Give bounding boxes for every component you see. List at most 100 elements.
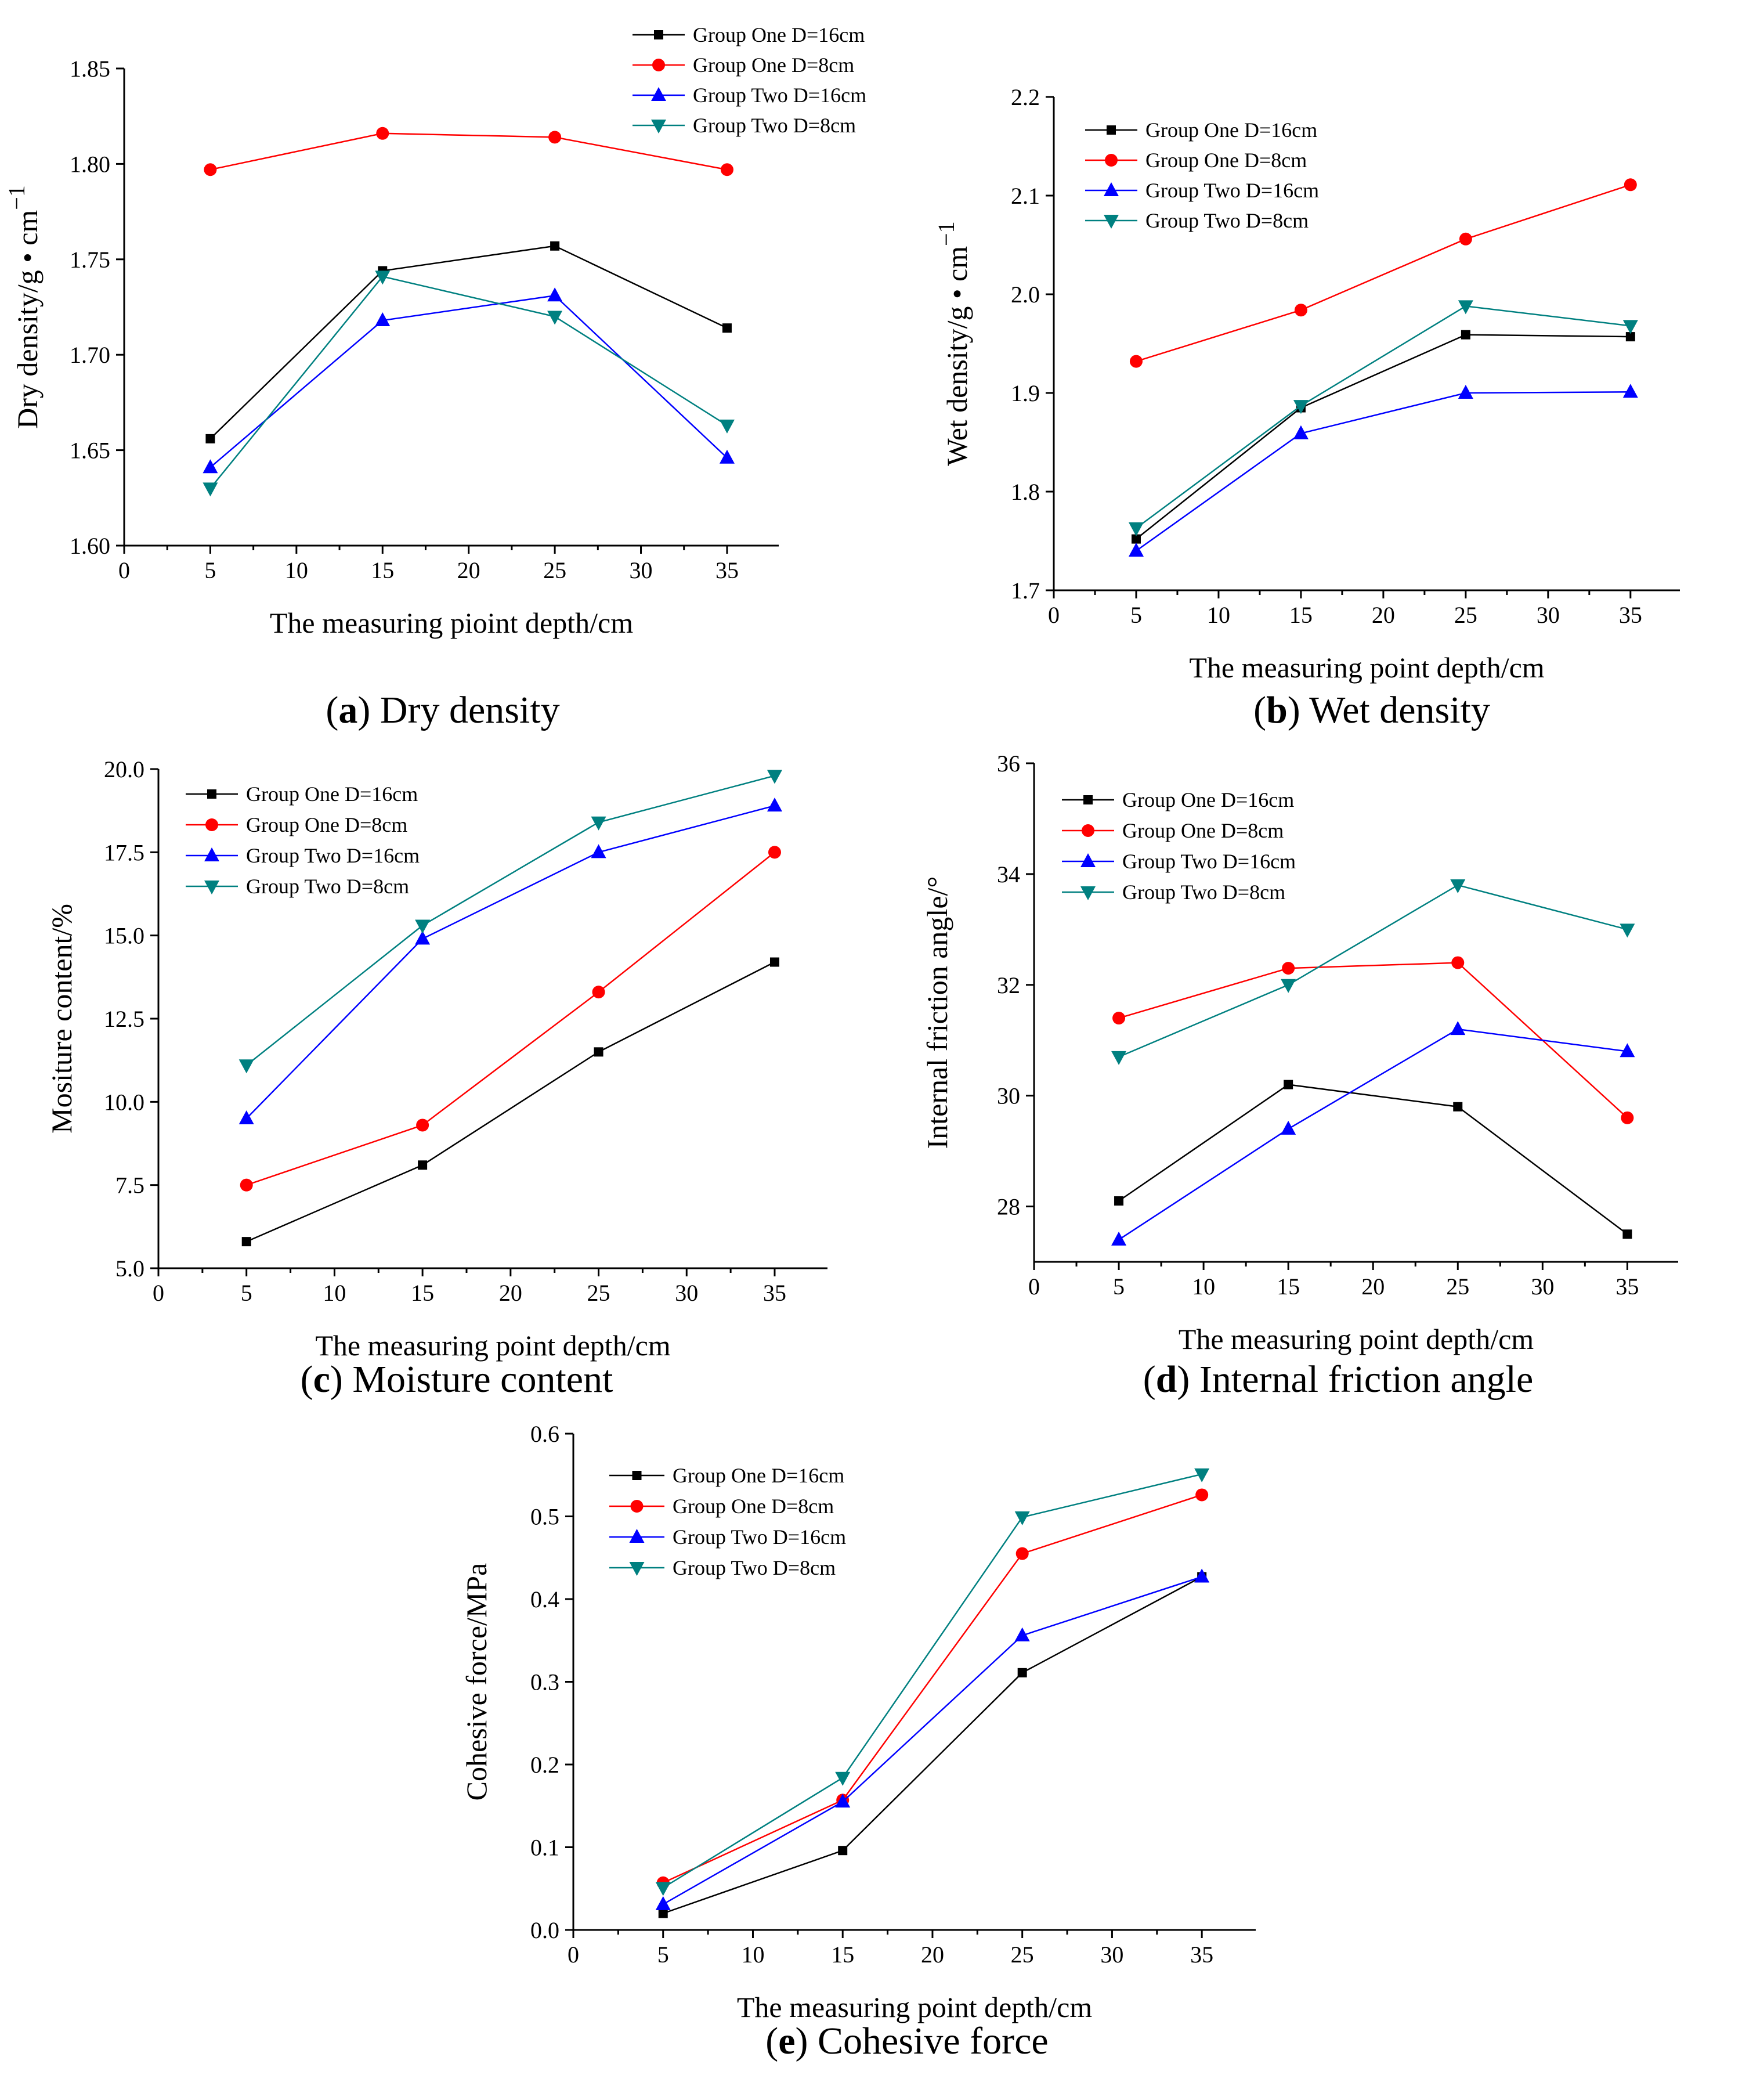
data-point bbox=[547, 311, 563, 325]
y-tick-label: 1.85 bbox=[70, 56, 110, 82]
series-line bbox=[209, 275, 728, 489]
caption-paren: ) bbox=[357, 689, 380, 731]
y-tick-label: 1.7 bbox=[1011, 578, 1040, 604]
series-line bbox=[1136, 334, 1631, 540]
x-tick-label: 0 bbox=[1048, 602, 1060, 628]
y-tick-label: 30 bbox=[997, 1083, 1020, 1109]
series-line bbox=[1118, 1084, 1628, 1235]
y-axis-title-text: Mositure content/% bbox=[45, 904, 78, 1134]
caption-paren: ( bbox=[301, 1358, 313, 1401]
caption-letter: d bbox=[1156, 1358, 1177, 1401]
legend-label: Group Two D=16cm bbox=[246, 844, 420, 867]
legend-marker bbox=[1080, 886, 1096, 900]
legend-marker bbox=[632, 1471, 642, 1480]
y-axis-title-superscript: −1 bbox=[933, 221, 959, 246]
series-2 bbox=[1129, 178, 1637, 368]
caption-letter: c bbox=[313, 1358, 330, 1401]
legend-label: Group One D=16cm bbox=[1122, 788, 1294, 811]
x-tick-label: 0 bbox=[1028, 1273, 1040, 1300]
legend-marker bbox=[1107, 125, 1116, 135]
x-axis-title: The measuring pioint depth/cm bbox=[270, 607, 633, 639]
y-axis-title: Dry density/g • cm−1 bbox=[3, 185, 44, 429]
legend-marker bbox=[654, 30, 663, 39]
x-tick-label: 30 bbox=[1537, 602, 1560, 628]
x-axis-title: The measuring point depth/cm bbox=[737, 1991, 1092, 2023]
y-tick-label: 2.1 bbox=[1011, 183, 1040, 209]
caption-paren: ) bbox=[796, 2020, 818, 2062]
x-tick-label: 30 bbox=[630, 557, 653, 583]
x-tick-label: 5 bbox=[1113, 1273, 1125, 1300]
x-tick-label: 10 bbox=[285, 557, 308, 583]
data-point bbox=[1622, 320, 1638, 334]
x-tick-label: 0 bbox=[153, 1280, 164, 1306]
y-tick-label: 0.2 bbox=[530, 1752, 559, 1778]
series-line bbox=[245, 775, 775, 1066]
y-tick-label: 7.5 bbox=[115, 1172, 144, 1199]
y-tick-label: 2.2 bbox=[1011, 84, 1040, 110]
data-point bbox=[767, 770, 782, 784]
data-point bbox=[1128, 522, 1144, 536]
series-line bbox=[1118, 962, 1628, 1118]
data-point bbox=[767, 798, 782, 812]
data-point bbox=[1281, 1120, 1296, 1135]
x-tick-label: 20 bbox=[921, 1942, 944, 1968]
data-point bbox=[838, 1846, 848, 1856]
x-tick-label: 15 bbox=[371, 557, 394, 583]
series-line bbox=[1136, 391, 1631, 552]
series-line bbox=[1136, 184, 1631, 362]
caption-text: Internal friction angle bbox=[1199, 1358, 1533, 1401]
x-tick-label: 5 bbox=[204, 557, 216, 583]
series-1 bbox=[658, 1572, 1207, 1918]
caption-text: Wet density bbox=[1309, 689, 1490, 731]
legend-label: Group Two D=8cm bbox=[246, 875, 409, 898]
legend-label: Group Two D=8cm bbox=[1145, 209, 1309, 232]
series-4 bbox=[203, 270, 735, 497]
y-tick-label: 20.0 bbox=[104, 756, 144, 782]
legend-marker bbox=[1104, 215, 1119, 229]
series-3 bbox=[203, 287, 735, 474]
series-line bbox=[246, 961, 775, 1243]
legend-marker bbox=[204, 881, 219, 894]
series-line bbox=[209, 294, 728, 468]
y-tick-label: 32 bbox=[997, 972, 1020, 998]
data-point bbox=[375, 270, 391, 285]
y-tick-label: 1.65 bbox=[70, 438, 110, 464]
series-3 bbox=[655, 1568, 1210, 1910]
x-tick-label: 20 bbox=[1361, 1273, 1385, 1300]
caption-paren: ( bbox=[1253, 689, 1266, 731]
data-point bbox=[722, 323, 732, 333]
legend-marker bbox=[652, 59, 665, 71]
legend-label: Group One D=16cm bbox=[1145, 118, 1317, 142]
series-line bbox=[246, 851, 775, 1186]
series-3 bbox=[238, 798, 782, 1124]
x-axis-title: The measuring point depth/cm bbox=[1179, 1323, 1534, 1355]
y-axis-title: Internal friction angle/° bbox=[921, 876, 953, 1149]
data-point bbox=[240, 1178, 253, 1192]
series-1 bbox=[241, 957, 779, 1247]
x-tick-label: 25 bbox=[543, 557, 566, 583]
x-tick-label: 25 bbox=[1011, 1942, 1034, 1968]
data-point bbox=[658, 1908, 668, 1918]
x-tick-label: 35 bbox=[763, 1280, 786, 1306]
legend-label: Group Two D=8cm bbox=[1122, 881, 1285, 904]
data-point bbox=[203, 459, 218, 474]
x-tick-label: 25 bbox=[1454, 602, 1477, 628]
legend-label: Group One D=16cm bbox=[693, 23, 865, 46]
x-tick-label: 20 bbox=[499, 1280, 522, 1306]
legend-marker bbox=[630, 1500, 644, 1513]
x-tick-label: 30 bbox=[1100, 1942, 1123, 1968]
caption: (a) Dry density bbox=[326, 689, 559, 731]
data-point bbox=[1450, 879, 1466, 893]
data-point bbox=[1622, 1229, 1632, 1239]
series-3 bbox=[1128, 384, 1638, 557]
x-tick-label: 35 bbox=[1619, 602, 1642, 628]
legend-label: Group One D=8cm bbox=[1145, 149, 1307, 172]
series-1 bbox=[1131, 330, 1635, 544]
caption-letter: b bbox=[1266, 689, 1288, 731]
legend: Group One D=16cm Group One D=8cm Group Two… bbox=[186, 782, 420, 898]
y-axis-title-text: Dry density/g • cm bbox=[11, 210, 44, 429]
caption-text: Moisture content bbox=[352, 1358, 613, 1401]
data-point bbox=[592, 986, 605, 999]
data-point bbox=[1112, 1012, 1126, 1025]
data-point bbox=[1458, 385, 1473, 399]
